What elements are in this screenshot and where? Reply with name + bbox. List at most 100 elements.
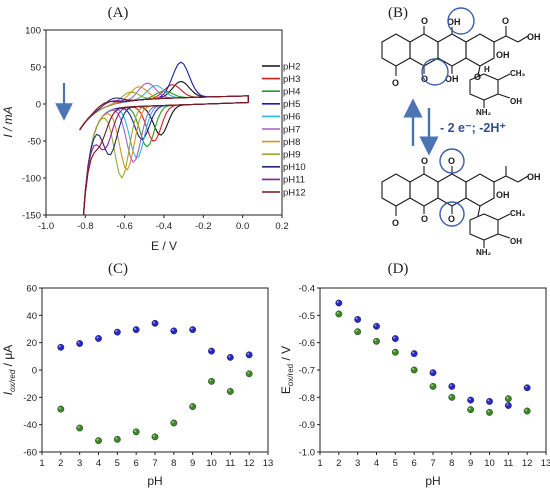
current-ph-point-highlight [171,420,174,423]
potential-ph-x-ticks: 1 2 3 4 5 6 7 8 9 10 11 12 13 [317,452,550,469]
potential-ph-point [429,382,437,390]
atom-label: O [392,218,399,228]
potential-ph-point [523,384,531,392]
y-axis-unit: / μA [1,345,15,370]
potential-ph-point [486,408,493,416]
atom-label: O [448,156,455,166]
potential-ph-point-highlight [449,384,452,387]
current-ph-point-highlight [228,355,231,358]
legend-label: pH9 [283,150,300,161]
molecule-reduced: O OH O OH O O OH OH CH₃ NH₂ OH H O [381,7,541,117]
reaction-label: - 2 e⁻; -2H⁺ [440,121,506,135]
current-ph-point-highlight [134,429,137,432]
potential-ph-point [504,395,512,403]
cv-y-tick-label: -50 [27,137,41,148]
current-ph-x-tick-label: 13 [263,458,274,469]
atom-label: OH [510,237,522,246]
current-ph-x-tick-label: 10 [206,458,217,469]
cv-curve-ph10 [79,95,249,215]
cv-y-tick-label: -100 [22,174,41,185]
current-ph-point-highlight [115,437,118,440]
potential-ph-x-tick-label: 6 [412,458,417,469]
potential-ph-point-highlight [355,317,358,320]
current-ph-y-axis-title: Iox/red / μA [1,345,17,396]
potential-ph-point [354,316,362,323]
potential-ph-point [410,350,418,357]
current-ph-point [57,343,65,351]
atom-label: NH₂ [476,108,492,117]
current-ph-x-tick-label: 5 [115,458,120,469]
legend-label: pH6 [283,112,300,123]
potential-ph-point-highlight [525,409,528,411]
potential-ph-y-ticks: -0.4 -0.5 -0.6 -0.7 -0.8 -0.9 -1.0 [299,284,320,459]
cv-x-tick-label: -1.0 [38,221,54,232]
potential-ph-point [448,382,456,390]
atom-label: O [421,214,428,224]
potential-ph-point-highlight [374,324,377,327]
potential-ph-point-highlight [506,396,509,399]
potential-ph-y-axis-title: Eox/red / V [279,346,295,394]
potential-ph-x-tick-label: 8 [449,458,454,469]
potential-ph-x-axis-title: pH [425,474,440,488]
current-ph-point [170,327,178,335]
current-ph-point [226,388,234,395]
atom-label: OH [527,32,541,42]
current-ph-point [76,340,84,347]
cv-y-axis-title: I / mA [1,106,15,137]
current-ph-y-tick-label: 40 [26,311,37,322]
current-ph-y-tick-label: 0 [32,366,37,377]
panel-label-c: (C) [108,261,128,277]
potential-ph-point [335,310,343,318]
cv-panel: 100 50 0 -50 -100 -150 -1.0 -0.8 -0.6 -0.4 -0.2 0.… [1,26,306,254]
current-ph-point-highlight [228,389,231,392]
current-ph-point [113,328,121,336]
current-ph-y-tick-label: -40 [23,420,37,431]
current-ph-point [208,377,215,385]
current-ph-x-tick-label: 6 [134,458,139,469]
potential-ph-point-highlight [449,395,452,398]
atom-label: OH [447,17,461,27]
cv-x-ticks: -1.0 -0.8 -0.6 -0.4 -0.2 0.0 0.2 [38,215,289,232]
potential-ph-x-tick-label: 9 [468,458,473,469]
potential-ph-point-highlight [393,336,396,339]
current-ph-point-highlight [171,328,174,331]
reaction-scheme: O OH O OH O O OH OH CH₃ NH₂ OH H O - 2 e… [381,7,541,257]
current-ph-point [208,347,215,355]
atom-label: OH [445,74,459,84]
current-ph-plot-frame [41,287,269,453]
legend-label: pH10 [283,162,306,173]
atom-label: O [502,16,509,26]
highlight-circle [439,148,465,174]
potential-ph-y-tick-label: -0.6 [299,338,315,349]
potential-ph-x-tick-label: 1 [317,458,322,469]
potential-ph-y-tick-label: -1.0 [299,448,315,459]
atom-label: OH [496,50,510,60]
atom-label: O [421,156,428,166]
current-ph-point-highlight [134,327,137,330]
cv-x-tick-label: -0.4 [156,221,172,232]
current-ph-point [132,428,140,436]
potential-ph-y-tick-label: -0.7 [299,366,315,377]
potential-ph-x-tick-label: 4 [374,458,379,469]
potential-ph-point-highlight [468,407,471,410]
cv-x-tick-label: -0.2 [195,221,211,232]
cv-y-ticks: 100 50 0 -50 -100 -150 [22,26,46,222]
current-ph-point-highlight [209,349,212,352]
atom-label: OH [527,172,541,182]
potential-ph-point-highlight [487,410,490,413]
current-ph-point-highlight [77,341,80,344]
current-ph-x-tick-label: 7 [152,458,157,469]
potential-ph-point [373,322,380,330]
potential-ph-point [391,348,399,356]
panel-label-b: (B) [388,5,408,21]
current-ph-x-tick-label: 8 [171,458,176,469]
current-ph-point [113,435,121,443]
current-ph-point [151,319,159,327]
current-ph-x-tick-label: 11 [225,458,235,469]
current-ph-point-highlight [96,438,99,441]
current-ph-point [76,424,84,432]
legend-label: pH5 [283,99,300,110]
cv-y-tick-label: 50 [30,63,41,74]
current-ph-x-tick-label: 2 [58,458,63,469]
y-axis-unit: / V [279,346,293,364]
